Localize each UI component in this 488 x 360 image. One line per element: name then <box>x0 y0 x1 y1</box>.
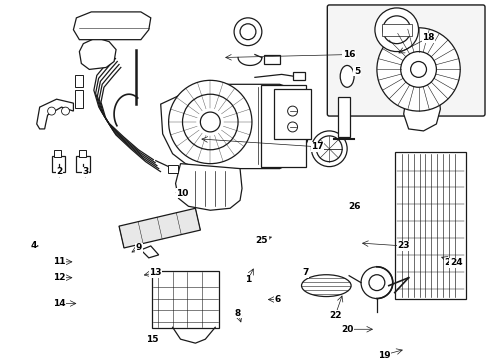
Circle shape <box>168 80 251 164</box>
Polygon shape <box>37 99 73 129</box>
Bar <box>394 152 465 298</box>
Polygon shape <box>79 38 116 69</box>
Text: 15: 15 <box>146 335 159 344</box>
Text: 17: 17 <box>310 142 323 151</box>
FancyBboxPatch shape <box>326 5 484 116</box>
Circle shape <box>400 51 435 87</box>
Text: 23: 23 <box>397 242 409 251</box>
Circle shape <box>287 106 297 116</box>
Text: 12: 12 <box>53 273 66 282</box>
Bar <box>151 271 219 328</box>
Text: 25: 25 <box>255 235 267 244</box>
Circle shape <box>61 107 69 115</box>
Circle shape <box>240 24 255 40</box>
Text: 5: 5 <box>353 67 360 76</box>
Ellipse shape <box>340 66 353 87</box>
Text: 8: 8 <box>234 309 241 318</box>
Circle shape <box>374 8 418 51</box>
Bar <box>76 156 90 172</box>
Text: 14: 14 <box>53 299 66 308</box>
Circle shape <box>182 94 238 150</box>
Text: 6: 6 <box>274 295 280 304</box>
Bar <box>79 150 85 157</box>
Text: 10: 10 <box>176 189 188 198</box>
Polygon shape <box>141 246 159 258</box>
Text: 26: 26 <box>347 202 360 211</box>
Bar <box>54 150 61 157</box>
Bar <box>260 85 306 167</box>
Circle shape <box>234 18 261 46</box>
Text: 21: 21 <box>443 258 456 267</box>
Polygon shape <box>73 12 150 40</box>
Circle shape <box>360 267 392 298</box>
Polygon shape <box>175 164 242 210</box>
Circle shape <box>376 28 459 111</box>
Text: 7: 7 <box>302 268 308 277</box>
Text: 24: 24 <box>449 258 462 267</box>
Text: 9: 9 <box>135 243 142 252</box>
Text: 11: 11 <box>53 257 66 266</box>
Bar <box>52 156 65 172</box>
Text: 3: 3 <box>82 167 88 176</box>
Bar <box>273 89 311 139</box>
Bar <box>75 75 83 87</box>
Text: 2: 2 <box>56 167 62 176</box>
Bar <box>75 90 83 108</box>
Circle shape <box>410 62 426 77</box>
Bar <box>338 97 349 137</box>
Circle shape <box>287 122 297 132</box>
Bar <box>292 72 304 80</box>
Circle shape <box>316 136 342 162</box>
Text: 1: 1 <box>244 275 250 284</box>
Circle shape <box>47 107 56 115</box>
Text: 19: 19 <box>377 351 389 360</box>
Circle shape <box>311 131 346 167</box>
Text: 13: 13 <box>149 268 162 277</box>
Text: 4: 4 <box>30 242 37 251</box>
Bar <box>381 24 411 36</box>
Bar <box>167 165 177 172</box>
Circle shape <box>200 112 220 132</box>
Polygon shape <box>161 84 307 168</box>
Text: 20: 20 <box>340 325 353 334</box>
Circle shape <box>382 16 410 44</box>
Ellipse shape <box>301 275 350 297</box>
Polygon shape <box>119 208 200 248</box>
Text: 18: 18 <box>421 33 434 42</box>
Polygon shape <box>403 84 440 131</box>
Text: 22: 22 <box>328 311 341 320</box>
Text: 16: 16 <box>342 50 355 59</box>
Bar <box>264 55 279 64</box>
Circle shape <box>368 275 384 291</box>
